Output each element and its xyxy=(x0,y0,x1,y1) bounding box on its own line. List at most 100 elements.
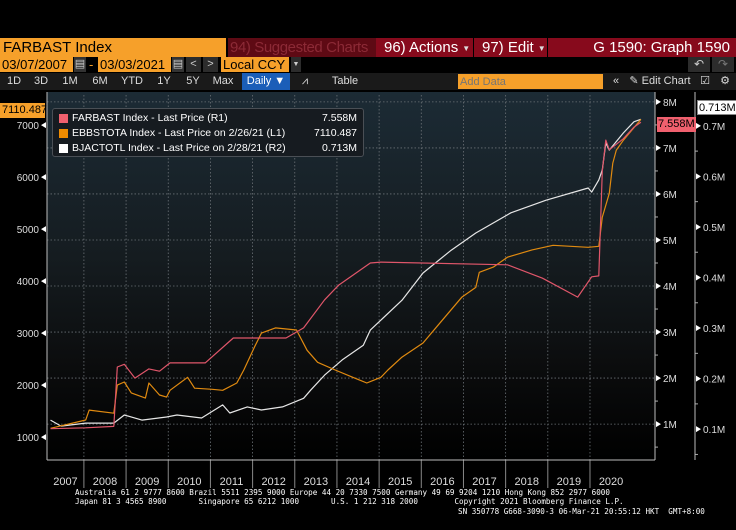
period-1y[interactable]: 1Y xyxy=(157,75,171,87)
r1-tick-label: 5M xyxy=(663,236,677,247)
caret-down-icon: ▼ xyxy=(537,43,546,53)
start-date-input[interactable]: 03/07/2007 xyxy=(0,57,73,72)
series-line-r2 xyxy=(50,118,642,427)
edit-chart-button[interactable]: ✎ Edit Chart xyxy=(626,73,694,90)
r2-tick xyxy=(696,122,701,129)
double-chevron-left-icon[interactable]: « xyxy=(612,75,620,87)
l1-tick xyxy=(41,174,46,181)
l1-tick-label: 2000 xyxy=(17,381,40,392)
period-max[interactable]: Max xyxy=(212,75,234,87)
l1-tick-label: 1000 xyxy=(17,433,40,444)
x-tick-label: 2019 xyxy=(557,476,581,488)
l1-tick-label: 3000 xyxy=(17,329,40,340)
footer-line-3: SN 350778 G668-3090-3 06-Mar-21 20:55:12… xyxy=(458,507,705,516)
last-value-r1: 7.558M xyxy=(657,117,696,132)
footer-line-2: Japan 81 3 4565 8900 Singapore 65 6212 1… xyxy=(75,497,624,506)
footer-line-1: Australia 61 2 9777 8600 Brazil 5511 239… xyxy=(75,488,610,497)
header-bar: FARBAST Index 94) Suggested Charts 96) A… xyxy=(0,38,736,57)
x-tick-label: 2013 xyxy=(304,476,328,488)
legend-swatch xyxy=(59,144,68,153)
edit-chart-label: Edit Chart xyxy=(641,75,691,87)
last-value-left: 7110.487 xyxy=(0,103,48,118)
x-tick-label: 2011 xyxy=(220,476,244,488)
period-5y[interactable]: 5Y xyxy=(186,75,200,87)
period-1d[interactable]: 1D xyxy=(6,75,22,87)
add-data-input[interactable] xyxy=(458,74,603,89)
chevron-right-icon[interactable]: > xyxy=(203,57,218,72)
line-chart-icon[interactable]: ⩘ xyxy=(301,75,309,87)
annotate-icon[interactable]: ☑ xyxy=(700,75,710,87)
x-tick-label: 2017 xyxy=(472,476,496,488)
legend-swatch xyxy=(59,114,68,123)
actions-label: 96) Actions xyxy=(384,39,459,56)
edit-label: 97) Edit xyxy=(482,39,534,56)
r1-tick xyxy=(656,329,661,336)
r1-tick-label: 7M xyxy=(663,144,677,155)
actions-menu[interactable]: 96) Actions ▼ xyxy=(380,38,474,57)
graph-title: G 1590: Graph 1590 xyxy=(593,39,730,56)
r2-tick xyxy=(696,223,701,230)
period-3d[interactable]: 3D xyxy=(33,75,49,87)
legend-item: EBBSTOTA Index - Last Price on 2/26/21 (… xyxy=(59,126,363,141)
r1-tick xyxy=(656,283,661,290)
edit-menu[interactable]: 97) Edit ▼ xyxy=(476,38,548,57)
x-tick-label: 2016 xyxy=(430,476,454,488)
r1-tick-label: 8M xyxy=(663,98,677,109)
table-button[interactable]: Table xyxy=(331,75,359,87)
r1-tick-label: 4M xyxy=(663,282,677,293)
r2-tick-label: 0.2M xyxy=(703,375,725,386)
gear-icon[interactable]: ⚙ xyxy=(720,75,730,87)
redo-icon[interactable]: ↷ xyxy=(712,57,734,72)
l1-tick xyxy=(41,330,46,337)
x-tick-label: 2012 xyxy=(261,476,285,488)
r1-tick-label: 1M xyxy=(663,420,677,431)
calendar-icon[interactable]: ▤ xyxy=(74,57,86,72)
r2-tick xyxy=(696,375,701,382)
x-tick-label: 2020 xyxy=(599,476,623,488)
legend-value: 7110.487 xyxy=(313,127,357,139)
r1-tick xyxy=(656,98,661,105)
r2-tick-label: 0.7M xyxy=(703,122,725,133)
legend-item: BJACTOTL Index - Last Price on 2/28/21 (… xyxy=(59,141,363,156)
period-ytd[interactable]: YTD xyxy=(121,75,143,87)
currency-select[interactable]: Local CCY xyxy=(221,57,289,72)
r1-tick xyxy=(656,144,661,151)
date-range-row: 03/07/2007 ▤ - 03/03/2021 ▤ < > Local CC… xyxy=(0,57,736,73)
l1-tick xyxy=(41,382,46,389)
security-field[interactable]: FARBAST Index xyxy=(0,38,226,57)
undo-icon[interactable]: ↶ xyxy=(688,57,710,72)
r2-tick-label: 0.3M xyxy=(703,324,725,335)
r1-tick-label: 6M xyxy=(663,190,677,201)
legend-value: 0.713M xyxy=(321,142,357,154)
x-tick-label: 2009 xyxy=(135,476,159,488)
r2-tick xyxy=(696,325,701,332)
legend-value: 7.558M xyxy=(321,112,357,124)
chevron-left-icon[interactable]: < xyxy=(186,57,201,72)
r2-tick-label: 0.4M xyxy=(703,274,725,285)
l1-tick-label: 4000 xyxy=(17,277,40,288)
period-1m[interactable]: 1M xyxy=(62,75,78,87)
legend-swatch xyxy=(59,129,68,138)
legend[interactable]: FARBAST Index - Last Price (R1) 7.558M EB… xyxy=(52,108,364,157)
r1-tick xyxy=(656,236,661,243)
legend-label: FARBAST Index - Last Price (R1) xyxy=(72,112,228,124)
calendar-icon[interactable]: ▤ xyxy=(172,57,184,72)
toolbar: 1D 3D 1M 6M YTD 1Y 5Y Max Daily ▼ ⩘ Tabl… xyxy=(0,73,736,90)
r2-tick-label: 0.6M xyxy=(703,172,725,183)
axes: 2007 2008 2009 2010 2011 2012 2013 2014 2015 2016… xyxy=(17,92,725,488)
pencil-icon: ✎ xyxy=(629,75,639,87)
l1-tick xyxy=(41,226,46,233)
end-date-input[interactable]: 03/03/2021 xyxy=(98,57,171,72)
dropdown-icon[interactable]: ▼ xyxy=(291,57,301,72)
caret-down-icon: ▼ xyxy=(462,43,471,53)
suggested-charts-button[interactable]: 94) Suggested Charts xyxy=(228,38,376,57)
legend-label: EBBSTOTA Index - Last Price on 2/26/21 (… xyxy=(72,127,286,139)
date-separator: - xyxy=(89,57,94,72)
menu-bar: 96) Actions ▼ 97) Edit ▼ G 1590: Graph 159… xyxy=(376,38,736,57)
series-line-r1 xyxy=(50,121,642,430)
r2-tick xyxy=(696,274,701,281)
frequency-select[interactable]: Daily ▼ xyxy=(242,73,290,90)
series-lines xyxy=(50,118,642,430)
period-6m[interactable]: 6M xyxy=(92,75,108,87)
